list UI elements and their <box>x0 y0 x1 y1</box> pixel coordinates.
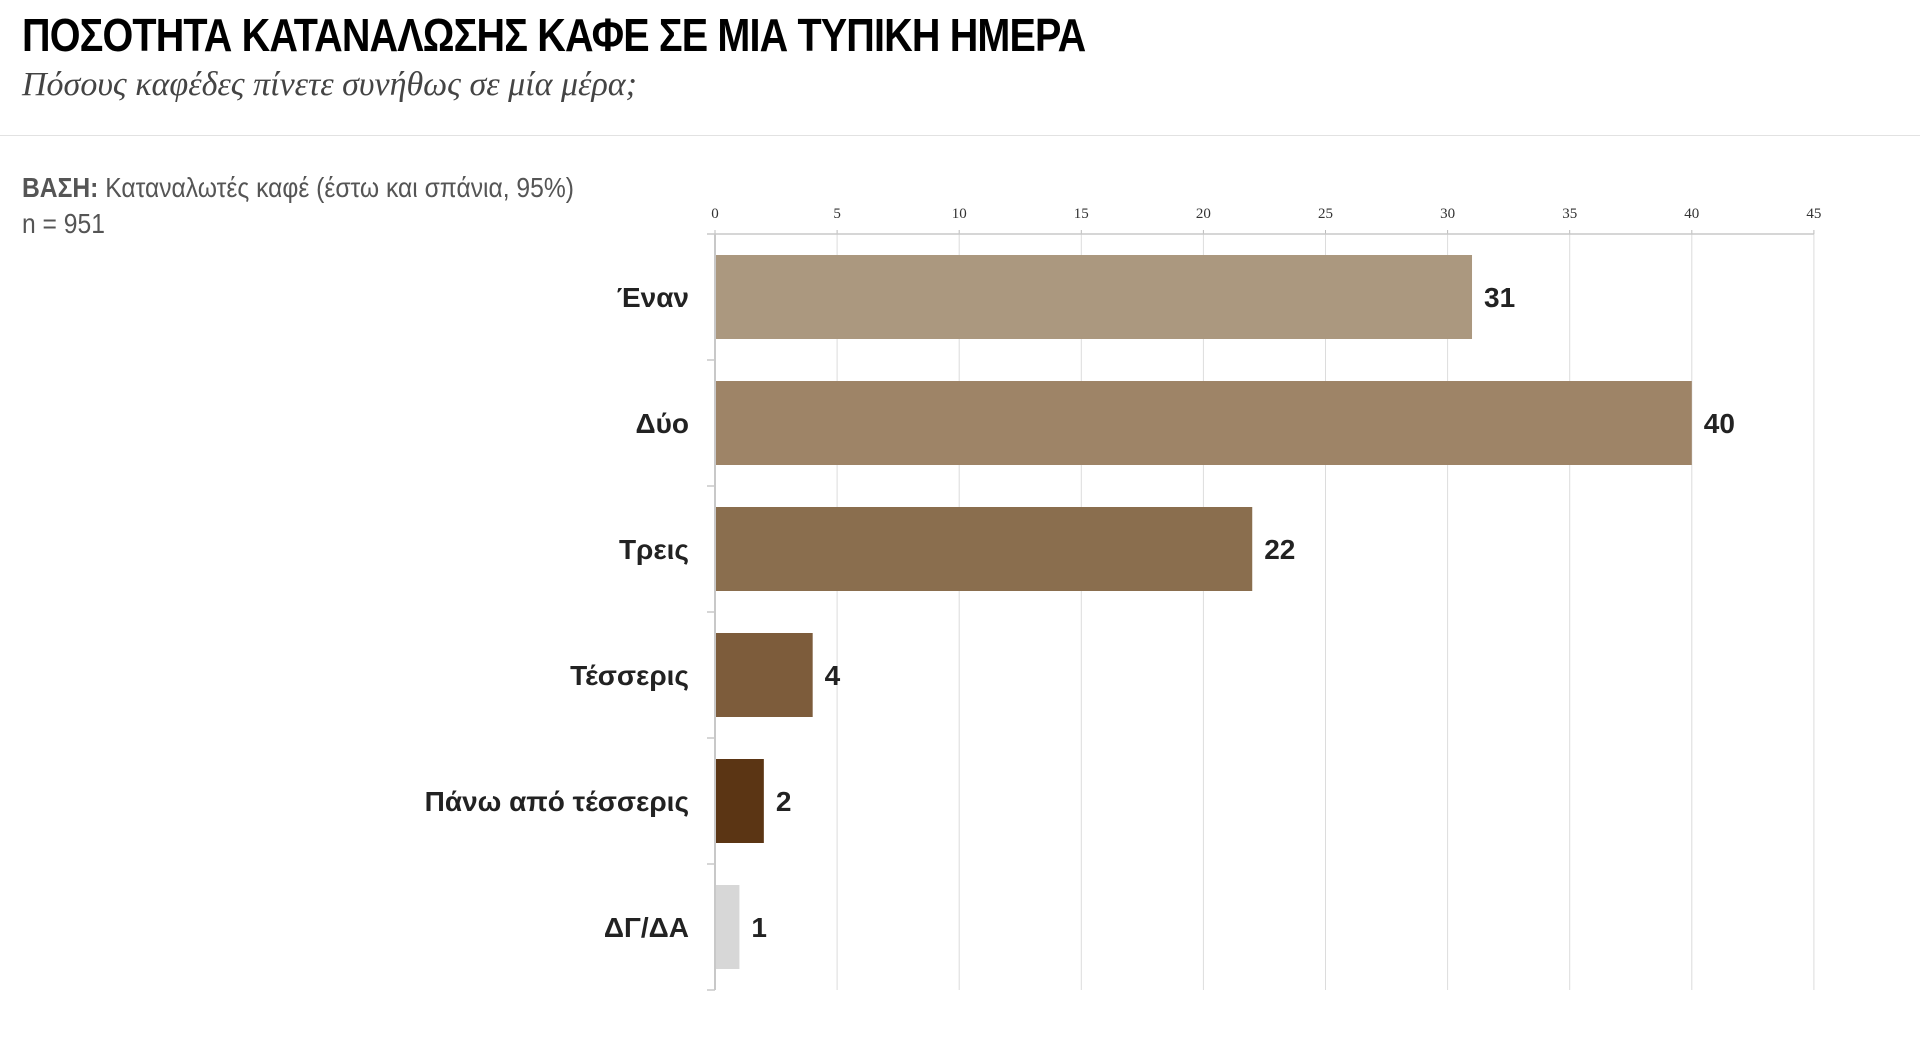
x-tick-label: 25 <box>1318 206 1333 222</box>
bar <box>715 759 764 843</box>
base-label: ΒΑΣΗ: <box>22 172 99 203</box>
bar <box>715 507 1253 591</box>
x-tick-label: 35 <box>1562 206 1577 222</box>
category-label: ΔΓ/ΔΑ <box>604 912 689 943</box>
x-tick-label: 30 <box>1440 206 1455 222</box>
category-label: Τέσσερις <box>570 660 689 691</box>
chart-subtitle: Πόσους καφέδες πίνετε συνήθως σε μία μέρ… <box>22 66 637 103</box>
x-tick-label: 5 <box>833 206 841 222</box>
bar <box>715 381 1692 465</box>
data-label: 22 <box>1264 534 1295 565</box>
data-label: 2 <box>776 786 792 817</box>
category-label: Πάνω από τέσσερις <box>425 786 689 817</box>
bar-chart: 0 5 10 15 20 25 30 35 40 45 31 Έναν 40 Δύο 22 Τρεις 4 Τέσ… <box>425 206 1821 991</box>
sample-size: n = 951 <box>22 208 105 239</box>
x-tick-label: 40 <box>1684 206 1699 222</box>
bar <box>715 885 740 969</box>
category-label: Δύο <box>635 408 689 439</box>
category-label: Έναν <box>617 282 689 313</box>
header: ΠΟΣΟΤΗΤΑ ΚΑΤΑΝΑΛΩΣΗΣ ΚΑΦΕ ΣΕ ΜΙΑ ΤΥΠΙΚΗ … <box>0 0 1920 136</box>
data-label: 1 <box>751 912 767 943</box>
base-note: ΒΑΣΗ: Καταναλωτές καφέ (έστω και σπάνια,… <box>22 170 574 242</box>
data-label: 4 <box>825 660 841 691</box>
x-tick-label: 20 <box>1196 206 1211 222</box>
x-tick-label: 45 <box>1806 206 1821 222</box>
x-tick-label: 10 <box>952 206 967 222</box>
bar <box>715 255 1473 339</box>
x-tick-label: 15 <box>1074 206 1089 222</box>
header-divider <box>0 135 1920 136</box>
chart-title: ΠΟΣΟΤΗΤΑ ΚΑΤΑΝΑΛΩΣΗΣ ΚΑΦΕ ΣΕ ΜΙΑ ΤΥΠΙΚΗ … <box>22 9 1086 61</box>
bar <box>715 633 813 717</box>
data-label: 31 <box>1484 282 1515 313</box>
x-tick-label: 0 <box>711 206 719 222</box>
base-text: Καταναλωτές καφέ (έστω και σπάνια, 95%) <box>105 172 574 203</box>
data-label: 40 <box>1704 408 1735 439</box>
category-label: Τρεις <box>619 534 689 565</box>
